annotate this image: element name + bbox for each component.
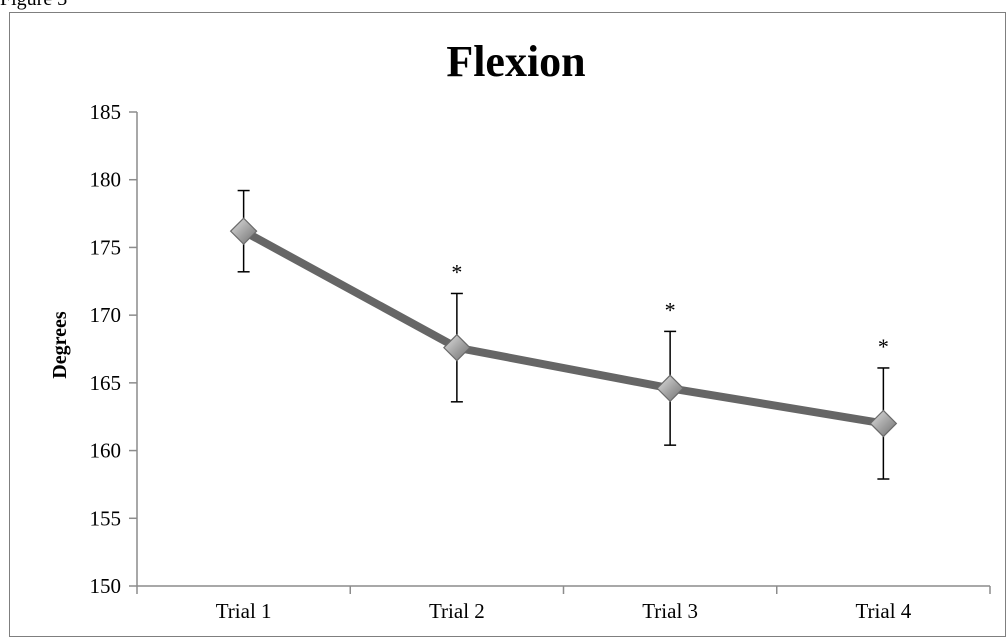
data-point-marker <box>229 217 258 246</box>
x-tick-label: Trial 2 <box>429 599 485 623</box>
y-tick-label: 160 <box>90 439 122 463</box>
chart-title: Flexion <box>446 37 585 86</box>
y-tick-label: 165 <box>90 371 122 395</box>
x-tick-label: Trial 1 <box>216 599 272 623</box>
data-point-marker <box>869 409 898 438</box>
series-line <box>239 227 888 428</box>
significance-asterisk: * <box>878 334 889 359</box>
x-tick-label: Trial 3 <box>642 599 698 623</box>
y-axis-title: Degrees <box>49 311 71 379</box>
data-point-marker <box>656 374 684 403</box>
y-tick-label: 185 <box>90 100 122 124</box>
figure-label: Figure 3 <box>0 0 67 11</box>
significance-asterisk: * <box>451 259 462 284</box>
y-tick-label: 150 <box>90 574 122 598</box>
x-tick-label: Trial 4 <box>855 599 911 623</box>
y-tick-label: 180 <box>90 168 122 192</box>
significance-asterisk: * <box>665 297 676 322</box>
data-point-marker <box>443 333 471 362</box>
y-tick-label: 170 <box>90 303 122 327</box>
y-tick-label: 155 <box>90 506 122 530</box>
y-tick-label: 175 <box>90 235 122 259</box>
